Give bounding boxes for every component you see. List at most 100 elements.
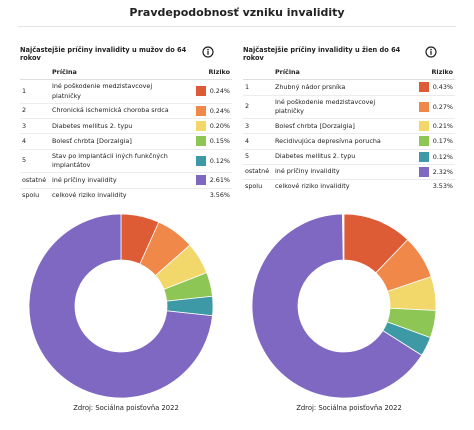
cause: Chronická ischemická choroba srdca <box>50 102 182 119</box>
cause: Zhubný nádor prsníka <box>273 79 405 96</box>
rank: 3 <box>20 118 50 134</box>
cause: Bolesť chrbta [Dorzalgia] <box>50 133 182 150</box>
donut-slice <box>28 213 213 399</box>
rank: 1 <box>243 79 273 96</box>
cause-table: Príčina Riziko 1 Iné poškodenie medzistavco… <box>20 66 232 202</box>
risk-cell: 0.27% <box>405 94 455 119</box>
risk-cell: 0.12% <box>182 148 232 173</box>
panel: Najčastejšie príčiny invalidity u mužov … <box>20 44 232 428</box>
risk-value: 0.43% <box>432 83 453 92</box>
table-row: 3 Diabetes mellitus 2. typu 0.20% <box>20 118 232 134</box>
risk-value: 0.12% <box>209 156 230 165</box>
total-row: spolu celkové riziko invalidity 3.56% <box>20 187 232 202</box>
table-header: Príčina Riziko <box>243 66 455 81</box>
total-value: 3.53% <box>405 179 455 194</box>
panel-heading: Najčastejšie príčiny invalidity u mužov … <box>20 46 187 62</box>
cause: Iné poškodenie medzistavcovej platničky <box>273 94 405 119</box>
swatch <box>418 121 429 132</box>
panel: Najčastejšie príčiny invalidity u žien d… <box>243 44 455 428</box>
swatch <box>418 82 429 93</box>
rank: 4 <box>243 133 273 150</box>
total-label: celkové riziko invalidity <box>273 179 405 194</box>
info-dot <box>430 48 432 51</box>
risk-cell: 0.43% <box>405 79 455 96</box>
risk-value: 0.15% <box>209 137 230 146</box>
table-row: 5 Diabetes mellitus 2. typu 0.12% <box>243 148 455 165</box>
risk-value: 0.27% <box>432 102 453 111</box>
total-value: 3.56% <box>182 187 232 202</box>
total-label: celkové riziko invalidity <box>50 187 182 202</box>
rank: ostatné <box>20 172 50 189</box>
donut-chart <box>28 213 214 399</box>
header-blank <box>20 66 50 81</box>
header-cause: Príčina <box>273 66 405 81</box>
swatch <box>195 175 206 186</box>
risk-cell: 2.32% <box>405 163 455 180</box>
donut-slice <box>251 213 423 399</box>
risk-cell: 0.17% <box>405 133 455 150</box>
risk-cell: 0.24% <box>182 102 232 119</box>
risk-value: 0.12% <box>432 152 453 161</box>
risk-cell: 0.21% <box>405 118 455 134</box>
risk-value: 0.21% <box>432 122 453 131</box>
swatch <box>195 136 206 147</box>
total-rank: spolu <box>243 179 273 194</box>
header-blank <box>243 66 273 81</box>
swatch <box>418 166 429 177</box>
page-title: Pravdepodobnosť vzniku invalidity <box>129 6 345 19</box>
total-row: spolu celkové riziko invalidity 3.53% <box>243 179 455 194</box>
swatch <box>195 155 206 166</box>
info-icon <box>425 46 437 58</box>
header-cause: Príčina <box>50 66 182 81</box>
info-dot <box>207 48 209 51</box>
table-row: 4 Recidivujúca depresívna porucha 0.17% <box>243 133 455 150</box>
risk-value: 0.24% <box>209 106 230 115</box>
info-circle <box>202 46 214 58</box>
risk-value: 2.32% <box>432 167 453 176</box>
table-row: 2 Chronická ischemická choroba srdca 0.24% <box>20 102 232 119</box>
risk-cell: 0.24% <box>182 79 232 104</box>
swatch <box>195 121 206 132</box>
table-row: ostatné iné príčiny invalidity 2.32% <box>243 163 455 180</box>
risk-cell: 2.61% <box>182 172 232 189</box>
separator <box>18 26 456 27</box>
source-note: Zdroj: Sociálna poisťovňa 2022 <box>296 404 402 412</box>
cause-table: Príčina Riziko 1 Zhubný nádor prsníka 0.43% 2… <box>243 66 455 194</box>
cause: Diabetes mellitus 2. typu <box>50 118 182 134</box>
table-row: 1 Iné poškodenie medzistavcovej platničky… <box>20 79 232 104</box>
risk-value: 0.17% <box>432 137 453 146</box>
swatch <box>418 101 429 112</box>
swatch <box>195 105 206 116</box>
header-risk: Riziko <box>405 66 455 81</box>
swatch <box>418 136 429 147</box>
rank: 5 <box>20 148 50 173</box>
cause: Diabetes mellitus 2. typu <box>273 148 405 165</box>
source-note: Zdroj: Sociálna poisťovňa 2022 <box>73 404 179 412</box>
info-icon <box>202 46 214 58</box>
risk-cell: 0.15% <box>182 133 232 150</box>
cause: Recidivujúca depresívna porucha <box>273 133 405 150</box>
table-row: ostatné iné príčiny invalidity 2.61% <box>20 172 232 189</box>
cause: Bolesť chrbta [Dorzalgia] <box>273 118 405 134</box>
rank: 5 <box>243 148 273 165</box>
swatch <box>195 86 206 97</box>
table-row: 1 Zhubný nádor prsníka 0.43% <box>243 79 455 96</box>
rank: ostatné <box>243 163 273 180</box>
info-circle <box>425 46 437 58</box>
table-row: 5 Stav po implantácii iných funkčných imp… <box>20 148 232 173</box>
total-rank: spolu <box>20 187 50 202</box>
rank: 4 <box>20 133 50 150</box>
risk-cell: 0.20% <box>182 118 232 134</box>
table-header: Príčina Riziko <box>20 66 232 81</box>
rank: 3 <box>243 118 273 134</box>
table-row: 3 Bolesť chrbta [Dorzalgia] 0.21% <box>243 118 455 134</box>
risk-value: 0.24% <box>209 87 230 96</box>
donut-chart <box>251 213 437 399</box>
cause: Iné poškodenie medzistavcovej platničky <box>50 79 182 104</box>
risk-value: 2.61% <box>209 176 230 185</box>
rank: 1 <box>20 79 50 104</box>
rank: 2 <box>243 94 273 119</box>
swatch <box>418 151 429 162</box>
risk-value: 0.20% <box>209 122 230 131</box>
